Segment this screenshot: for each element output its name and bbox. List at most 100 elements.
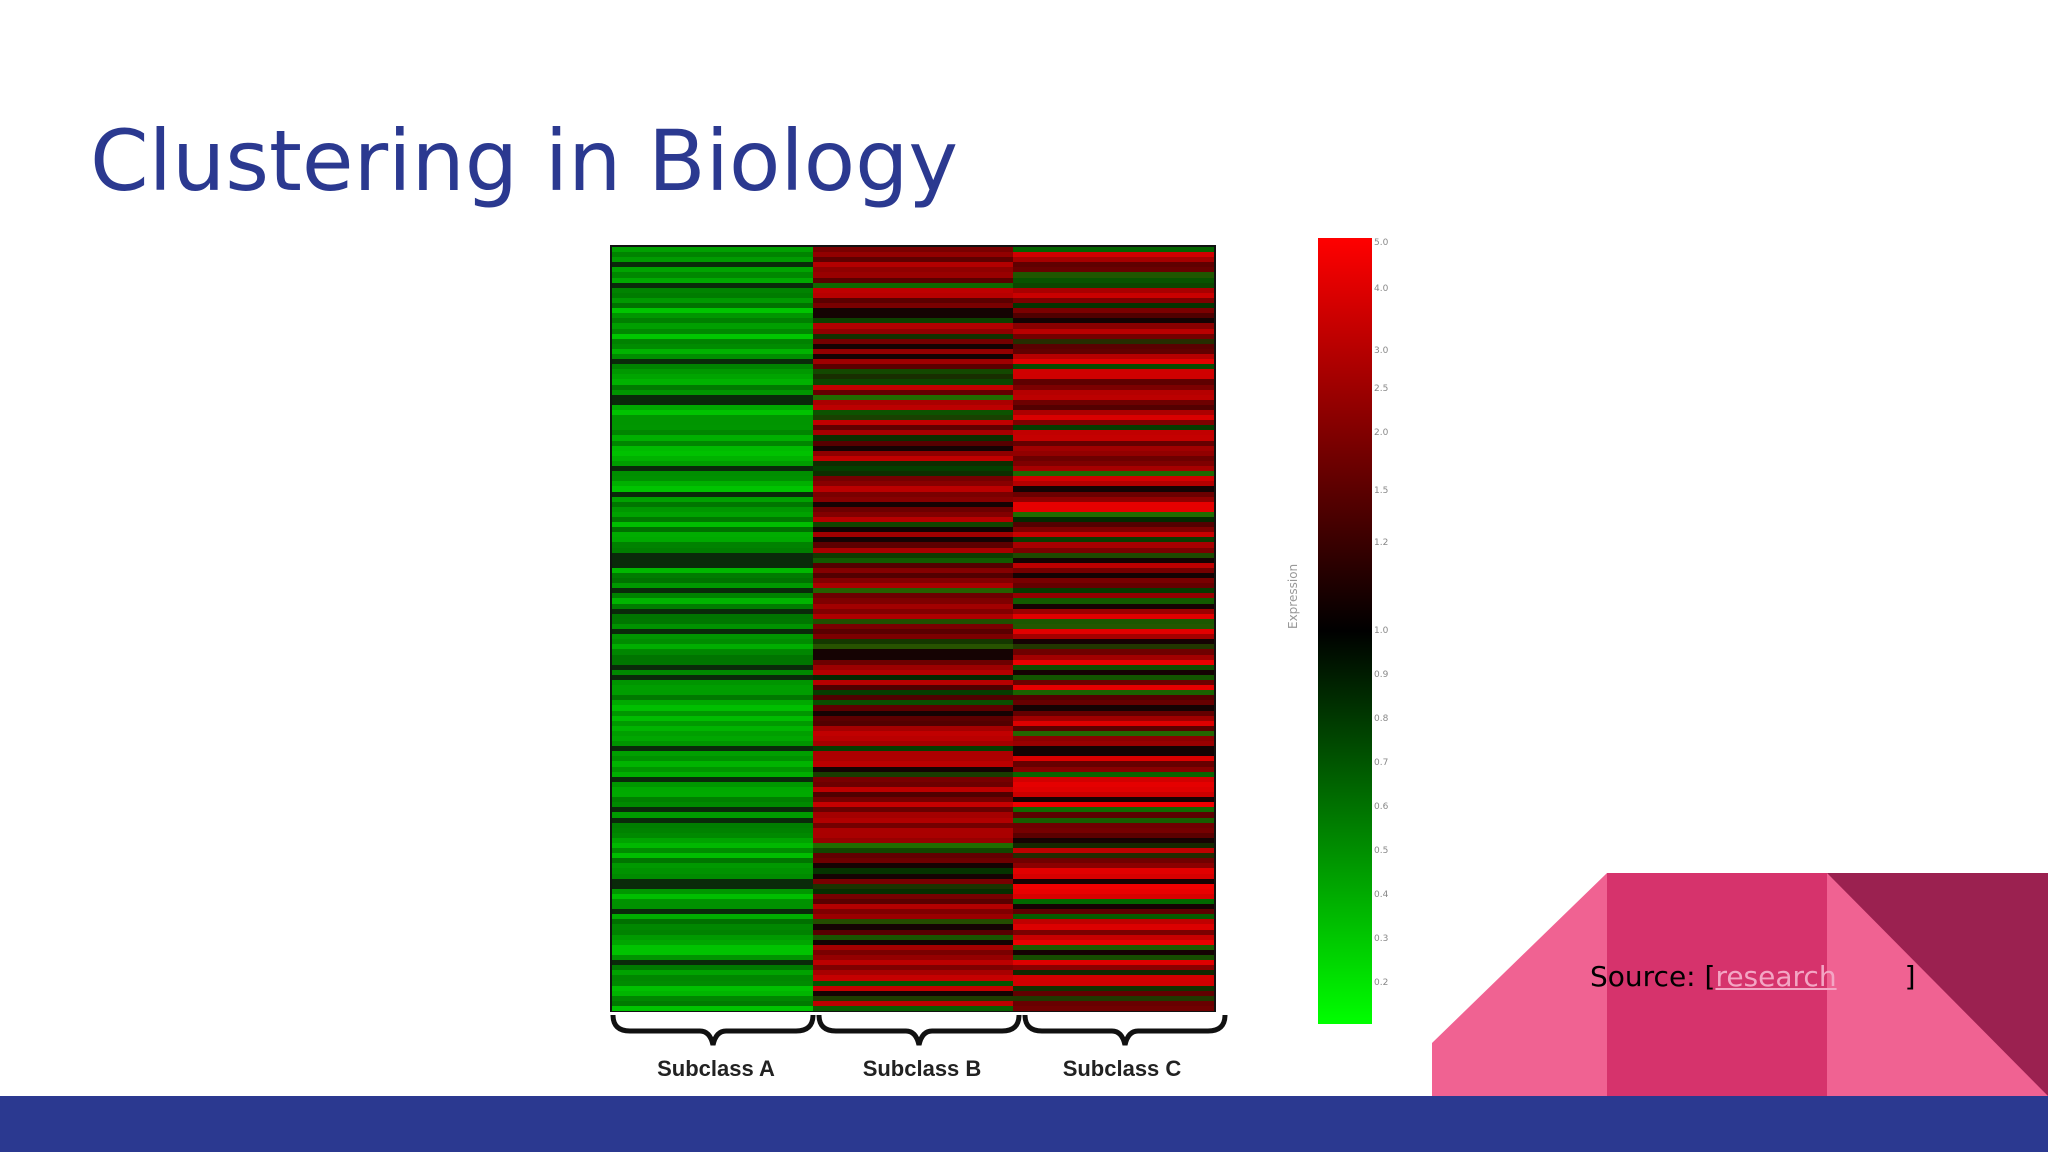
heatmap-row [812,817,1014,823]
heatmap-row [612,766,813,772]
heatmap-row [612,318,813,324]
heatmap-row [812,690,1014,696]
heatmap-row [612,955,813,961]
heatmap-row [612,832,813,838]
heatmap-row [612,715,813,721]
heatmap-row [612,802,813,808]
heatmap-row [812,618,1014,624]
heatmap-row [1013,394,1215,400]
heatmap-row [812,369,1014,375]
heatmap-row [1013,664,1215,670]
heatmap-row [612,257,813,263]
heatmap-row [1013,364,1215,370]
heatmap-row [1013,252,1215,258]
heatmap-row [612,445,813,451]
heatmap-row [612,629,813,635]
heatmap-row [812,822,1014,828]
heatmap-row [812,292,1014,298]
heatmap-row [1013,496,1215,502]
heatmap-row [1013,262,1215,268]
heatmap-row [1013,817,1215,823]
heatmap-row [612,425,813,431]
heatmap-row [612,786,813,793]
heatmap-row [1013,909,1215,915]
heatmap-row [1013,868,1215,874]
heatmap-row [1013,425,1215,431]
heatmap-row [812,644,1014,650]
heatmap-row [812,318,1014,324]
heatmap-row [612,557,813,563]
heatmap-row [812,899,1014,905]
heatmap-row [612,471,813,477]
heatmap-row [612,975,813,981]
heatmap-row [612,659,813,665]
heatmap-row [812,481,1014,487]
heatmap-row [812,649,1014,655]
heatmap-row [1013,807,1215,813]
heatmap-row [812,720,1014,726]
heatmap-row [1013,415,1215,421]
heatmap-row [812,679,1014,686]
heatmap-row [1013,1005,1215,1012]
heatmap-row [612,980,813,986]
heatmap-row [1013,970,1215,976]
colorbar-tick: 2.5 [1374,384,1389,394]
heatmap-row [1013,303,1215,309]
heatmap-row [1013,466,1215,472]
heatmap-row [812,939,1014,945]
heatmap-row [612,598,813,604]
heatmap-row [612,965,813,971]
heatmap-row [1013,766,1215,772]
heatmap-row [612,466,813,472]
heatmap-row [812,751,1014,757]
heatmap-row [612,450,813,456]
heatmap-row [812,399,1014,405]
heatmap-row [612,868,813,874]
heatmap-row [612,522,813,528]
heatmap-row [612,272,813,278]
heatmap-row [812,496,1014,502]
heatmap-row [1013,389,1215,395]
heatmap-row [612,537,813,543]
source-link[interactable]: research [1715,960,1837,993]
heatmap-row [1013,848,1215,854]
colorbar-tick: 3.0 [1374,346,1389,356]
heatmap-row [1013,949,1215,956]
heatmap-row [812,792,1014,798]
heatmap-row [812,353,1014,360]
heatmap-row [812,272,1014,278]
heatmap-row [812,287,1014,293]
subclass-a-label: Subclass A [657,1056,775,1081]
heatmap-row [812,313,1014,319]
heatmap-row [612,593,813,599]
heatmap-row [612,603,813,609]
heatmap-row [1013,598,1215,604]
heatmap-row [1013,277,1215,283]
heatmap-row [1013,542,1215,548]
colorbar-tick: 1.2 [1374,538,1389,548]
heatmap-row [1013,878,1215,884]
heatmap-row [812,425,1014,431]
heatmap-row [612,807,813,813]
heatmap-row [812,893,1014,899]
heatmap-row [812,588,1014,594]
heatmap-row [1013,404,1215,410]
heatmap-row [812,608,1014,614]
heatmap-row [1013,588,1215,594]
colorbar-tick: 1.0 [1374,626,1389,636]
heatmap-row [612,873,813,879]
heatmap-row [1013,781,1215,787]
heatmap-row [812,573,1014,579]
heatmap-row [812,501,1014,507]
heatmap-row [812,613,1014,619]
heatmap-row [812,542,1014,548]
colorbar-tick: 0.2 [1374,978,1389,988]
heatmap-row [1013,476,1215,482]
heatmap-row [612,725,813,731]
heatmap-row [1013,995,1215,1001]
heatmap-row [612,476,813,482]
heatmap-row [812,466,1014,472]
heatmap-row [812,593,1014,599]
heatmap-row [812,888,1014,894]
heatmap-row [1013,379,1215,385]
